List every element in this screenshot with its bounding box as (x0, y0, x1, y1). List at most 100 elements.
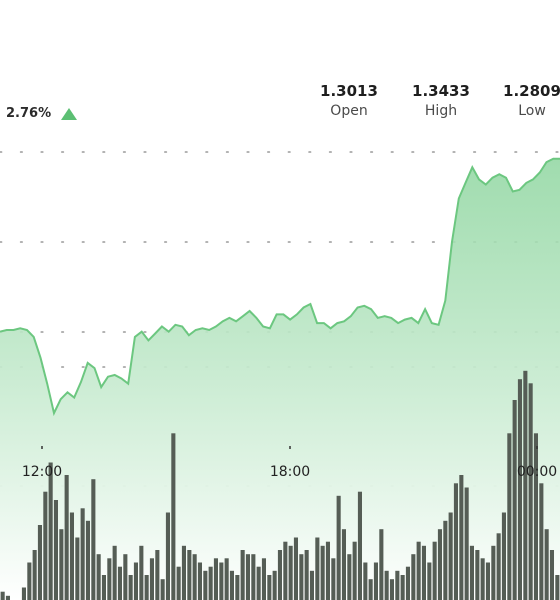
volume-bar (208, 566, 213, 600)
volume-bar (27, 562, 32, 600)
high-value: 1.3433 (412, 82, 470, 100)
x-axis: 12:00 18:00 00:00 (22, 446, 557, 480)
volume-bar (491, 545, 496, 600)
volume-bar (304, 550, 309, 600)
volume-bar (496, 533, 501, 600)
volume-bar (427, 562, 432, 600)
volume-bar (32, 550, 37, 600)
change-percent-value: 2.76% (6, 106, 52, 121)
volume-bar (133, 562, 138, 600)
low-label: Low (518, 103, 546, 119)
volume-bar (352, 541, 357, 600)
volume-bar (347, 554, 352, 600)
volume-bar (411, 554, 416, 600)
volume-bar (325, 541, 330, 600)
volume-bar (288, 545, 293, 600)
volume-bar (245, 554, 250, 600)
volume-bar (256, 566, 261, 600)
volume-bar (400, 575, 405, 600)
low-value: 1.2809 (503, 82, 560, 100)
volume-bar (357, 491, 362, 600)
volume-bar (315, 537, 320, 600)
volume-bar (85, 520, 90, 600)
volume-bar (507, 433, 512, 600)
volume-bar (224, 558, 229, 600)
x-tick-label: 18:00 (270, 464, 310, 480)
volume-bar (235, 575, 240, 600)
volume-bar (293, 537, 298, 600)
volume-bar (272, 570, 277, 600)
volume-bar (421, 545, 426, 600)
volume-bar (544, 529, 549, 600)
volume-bar (368, 579, 373, 600)
volume-bar (155, 550, 160, 600)
volume-bar (165, 512, 170, 600)
volume-bar (53, 500, 58, 600)
volume-bar (523, 370, 528, 600)
volume-bar (533, 433, 538, 600)
volume-bar (0, 591, 5, 600)
volume-bar (5, 595, 10, 600)
price-line (0, 157, 560, 417)
volume-bar (341, 529, 346, 600)
open-label: Open (330, 103, 368, 119)
volume-bar (283, 541, 288, 600)
volume-bar (80, 508, 85, 600)
volume-bar (229, 570, 234, 600)
volume-bar (267, 575, 272, 600)
volume-bar (160, 579, 165, 600)
change-percent: 2.76% (6, 106, 78, 121)
volume-bar (539, 483, 544, 600)
volume-bar (389, 579, 394, 600)
volume-bar (309, 570, 314, 600)
volume-bar (112, 545, 117, 600)
volume-bar (37, 525, 42, 600)
volume-bar (395, 570, 400, 600)
volume-bar (459, 475, 464, 600)
volume-bar (336, 495, 341, 600)
volume-bar (203, 570, 208, 600)
volume-bar (96, 554, 101, 600)
volume-bar (485, 562, 490, 600)
x-tick-label: 12:00 (22, 464, 62, 480)
volume-bar (144, 575, 149, 600)
volume-bar (128, 575, 133, 600)
volume-bar (299, 554, 304, 600)
volume-bar (43, 491, 48, 600)
volume-bar (480, 558, 485, 600)
triangle-up-icon (61, 107, 78, 120)
volume-bar (187, 550, 192, 600)
volume-bar (416, 541, 421, 600)
x-tick-label: 00:00 (517, 464, 557, 480)
volume-bar (405, 566, 410, 600)
volume-bar (320, 545, 325, 600)
high-label: High (424, 103, 458, 119)
volume-bar (219, 562, 224, 600)
volume-bar (443, 520, 448, 600)
volume-bar (192, 554, 197, 600)
volume-bar (261, 558, 266, 600)
volume-bar (197, 562, 202, 600)
volume-bar (149, 558, 154, 600)
volume-bars (0, 370, 560, 600)
volume-bar (123, 554, 128, 600)
volume-bar (448, 512, 453, 600)
volume-bar (240, 550, 245, 600)
volume-bar (331, 558, 336, 600)
volume-bar (181, 545, 186, 600)
volume-bar (475, 550, 480, 600)
volume-bar (69, 512, 74, 600)
volume-bar (107, 558, 112, 600)
stat-high: 1.3433 High (401, 82, 481, 119)
stat-low: 1.2809 Low (492, 82, 560, 119)
volume-bar (176, 566, 181, 600)
volume-bar (555, 575, 560, 600)
open-value: 1.3013 (320, 82, 378, 100)
volume-bar (373, 562, 378, 600)
volume-bar (59, 529, 64, 600)
volume-bar (91, 479, 96, 600)
volume-bar (501, 512, 506, 600)
volume-bar (528, 383, 533, 600)
volume-bar (517, 379, 522, 600)
